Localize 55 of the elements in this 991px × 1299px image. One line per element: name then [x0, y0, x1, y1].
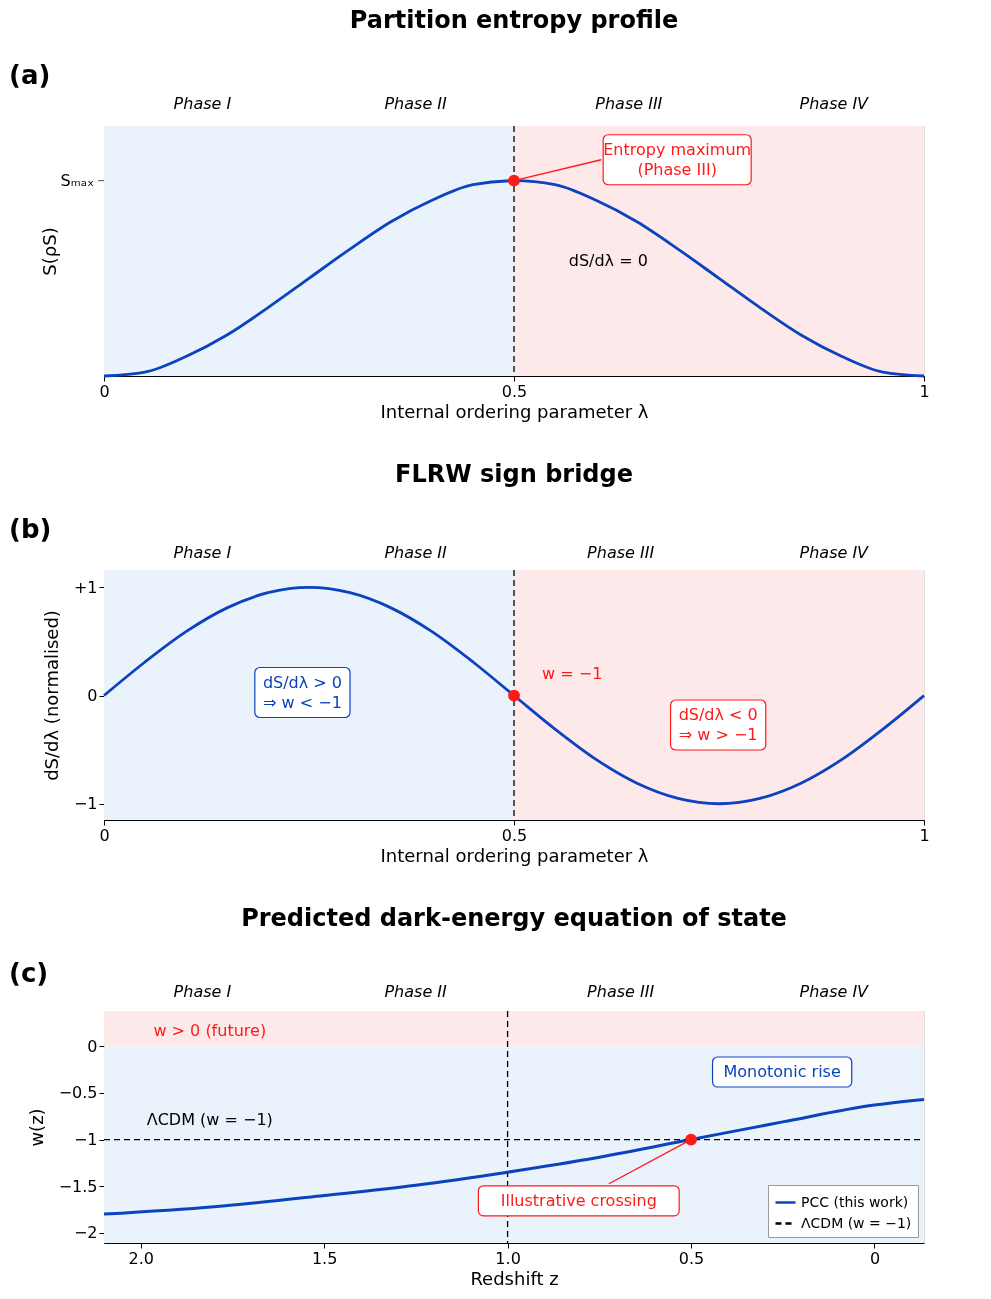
legend-label: PCC (this work) — [801, 1193, 909, 1210]
x-tick-label: 0.5 — [501, 381, 528, 401]
chart-title: FLRW sign bridge — [394, 460, 634, 488]
text: Phase III — [587, 982, 655, 1002]
x-tick-label: 0.5 — [501, 825, 528, 845]
text: Phase I — [173, 542, 232, 562]
y-tick-label: 0 — [87, 1036, 98, 1056]
y-tick-label: −2 — [73, 1223, 98, 1243]
x-axis-title: Redshift z — [470, 1267, 559, 1289]
line-series — [102, 585, 926, 806]
chart-title: Partition entropy profile — [349, 6, 679, 34]
annotation: dS/dλ = 0 — [568, 251, 648, 270]
text: Phase I — [173, 982, 232, 1002]
x-tick-label: 1 — [919, 381, 930, 401]
text: (a) — [9, 60, 51, 90]
x-tick-label: 2.0 — [128, 1248, 154, 1268]
annotation: w > 0 (future) — [153, 1020, 267, 1040]
legend-label: ΛCDM (w = −1) — [801, 1214, 912, 1231]
y-axis-title: w(z) — [25, 1108, 47, 1147]
y-tick-label: −1.5 — [58, 1176, 98, 1196]
annotation: dS/dλ > 0 ⇒ w < −1 — [262, 672, 342, 712]
x-tick-label: 1.0 — [495, 1248, 521, 1268]
y-axis-title: S(ρS) — [38, 227, 60, 276]
text: Phase III — [587, 542, 655, 562]
text: Phase I — [173, 93, 232, 113]
line-series — [102, 1098, 926, 1216]
x-tick-label: 1 — [919, 825, 930, 845]
text: Phase II — [384, 542, 448, 562]
text: Entropy maximum (Phase III) — [603, 139, 752, 179]
y-tick-label: 0 — [87, 686, 98, 706]
annotation: ΛCDM (w = −1) — [146, 1110, 273, 1130]
text: (b) — [9, 514, 52, 544]
y-axis-title: dS/dλ (normalised) — [40, 610, 62, 781]
x-axis-title: Internal ordering parameter λ — [380, 400, 649, 422]
y-tick-label: +1 — [73, 577, 98, 597]
text: Phase III — [595, 93, 663, 113]
annotation: w = −1 — [542, 664, 603, 684]
annotation: Illustrative crossing — [500, 1190, 657, 1210]
x-tick-label: 1.5 — [311, 1248, 338, 1268]
text: Phase II — [384, 982, 448, 1002]
x-tick-label: 0 — [869, 1248, 881, 1268]
text: Phase II — [384, 93, 448, 113]
y-tick-label: −1 — [73, 1130, 98, 1150]
annotation: Monotonic rise — [723, 1062, 841, 1082]
y-tick-label: −1 — [73, 794, 98, 814]
text: (c) — [9, 957, 49, 988]
chart-title: Predicted dark-energy equation of state — [241, 903, 787, 932]
text: Phase IV — [799, 542, 870, 562]
text: Sₘₐₓ — [60, 170, 94, 190]
text: Phase IV — [799, 982, 870, 1002]
annotation: dS/dλ < 0 ⇒ w > −1 — [678, 705, 758, 744]
text: Phase IV — [799, 93, 870, 113]
x-axis-title: Internal ordering parameter λ — [380, 844, 649, 866]
y-tick-label: −0.5 — [58, 1083, 98, 1103]
x-tick-label: 0.5 — [678, 1248, 705, 1268]
